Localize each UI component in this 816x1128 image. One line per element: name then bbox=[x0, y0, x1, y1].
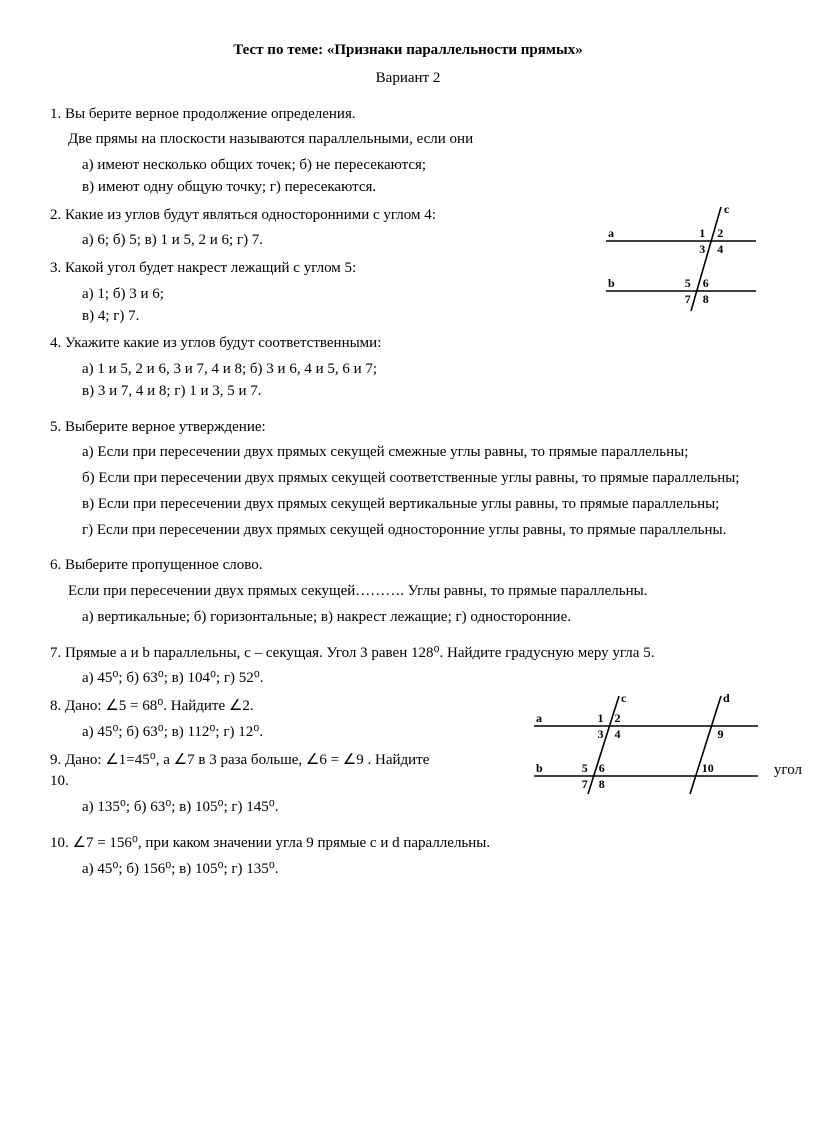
svg-text:4: 4 bbox=[717, 242, 723, 256]
svg-text:9: 9 bbox=[718, 727, 724, 741]
svg-text:3: 3 bbox=[699, 242, 705, 256]
q5: 5. Выберите верное утверждение: bbox=[50, 417, 766, 439]
q7-opts: а) 45⁰; б) 63⁰; в) 104⁰; г) 52⁰. bbox=[82, 668, 766, 690]
svg-text:b: b bbox=[536, 761, 543, 775]
svg-text:6: 6 bbox=[703, 276, 709, 290]
svg-text:7: 7 bbox=[582, 777, 588, 791]
figure-1: a b c 1234 5678 bbox=[596, 199, 766, 319]
q6-intro: Если при пересечении двух прямых секущей… bbox=[68, 581, 766, 603]
variant: Вариант 2 bbox=[50, 68, 766, 90]
svg-text:7: 7 bbox=[685, 292, 691, 306]
svg-text:5: 5 bbox=[685, 276, 691, 290]
q7: 7. Прямые а и b параллельны, с – секущая… bbox=[50, 643, 766, 665]
svg-text:5: 5 bbox=[582, 761, 588, 775]
q5-a: а) Если при пересечении двух прямых секу… bbox=[82, 442, 766, 464]
svg-text:a: a bbox=[536, 711, 542, 725]
svg-text:1: 1 bbox=[598, 711, 604, 725]
q4-l2: в) 3 и 7, 4 и 8; г) 1 и 3, 5 и 7. bbox=[82, 381, 586, 403]
svg-text:a: a bbox=[608, 226, 614, 240]
svg-text:2: 2 bbox=[615, 711, 621, 725]
q5-b: б) Если при пересечении двух прямых секу… bbox=[82, 468, 766, 490]
figure-2: abcd12345678910 угол bbox=[526, 690, 766, 800]
q9: 9. Дано: ∠1=45⁰, а ∠7 в 3 раза больше, ∠… bbox=[50, 750, 516, 772]
q6: 6. Выберите пропущенное слово. bbox=[50, 555, 766, 577]
q2: 2. Какие из углов будут являться односто… bbox=[50, 205, 586, 227]
q1: 1. Вы берите верное продолжение определе… bbox=[50, 104, 766, 126]
q3-l1: а) 1; б) 3 и 6; bbox=[82, 284, 586, 306]
svg-text:3: 3 bbox=[598, 727, 604, 741]
q9-line2: 10. bbox=[50, 771, 516, 793]
q4-l1: а) 1 и 5, 2 и 6, 3 и 7, 4 и 8; б) 3 и 6,… bbox=[82, 359, 586, 381]
q1-opts-a: а) имеют несколько общих точек; б) не пе… bbox=[82, 155, 766, 177]
svg-text:2: 2 bbox=[717, 226, 723, 240]
q8: 8. Дано: ∠5 = 68⁰. Найдите ∠2. bbox=[50, 696, 516, 718]
page-title: Тест по теме: «Признаки параллельности п… bbox=[50, 40, 766, 62]
q5-d: г) Если при пересечении двух прямых секу… bbox=[82, 520, 766, 542]
q9-post: угол bbox=[774, 760, 802, 782]
q10-opts: а) 45⁰; б) 156⁰; в) 105⁰; г) 135⁰. bbox=[82, 859, 766, 881]
q3: 3. Какой угол будет накрест лежащий с уг… bbox=[50, 258, 586, 280]
svg-text:8: 8 bbox=[599, 777, 605, 791]
svg-text:10: 10 bbox=[702, 761, 714, 775]
q2-opts: а) 6; б) 5; в) 1 и 5, 2 и 6; г) 7. bbox=[82, 230, 586, 252]
svg-text:6: 6 bbox=[599, 761, 605, 775]
q9-opts: а) 135⁰; б) 63⁰; в) 105⁰; г) 145⁰. bbox=[82, 797, 516, 819]
svg-text:8: 8 bbox=[703, 292, 709, 306]
q4: 4. Укажите какие из углов будут соответс… bbox=[50, 333, 586, 355]
svg-text:1: 1 bbox=[699, 226, 705, 240]
q6-opts: а) вертикальные; б) горизонтальные; в) н… bbox=[82, 607, 766, 629]
q1-opts-b: в) имеют одну общую точку; г) пересекают… bbox=[82, 177, 766, 199]
q10: 10. ∠7 = 156⁰, при каком значении угла 9… bbox=[50, 833, 766, 855]
q5-c: в) Если при пересечении двух прямых секу… bbox=[82, 494, 766, 516]
svg-text:d: d bbox=[723, 691, 730, 705]
svg-text:c: c bbox=[621, 691, 627, 705]
svg-text:c: c bbox=[724, 202, 730, 216]
q1-intro: Две прямы на плоскости называются паралл… bbox=[68, 129, 766, 151]
svg-text:b: b bbox=[608, 276, 615, 290]
q8-opts: а) 45⁰; б) 63⁰; в) 112⁰; г) 12⁰. bbox=[82, 722, 516, 744]
svg-text:4: 4 bbox=[615, 727, 621, 741]
q3-l2: в) 4; г) 7. bbox=[82, 306, 586, 328]
q9-pre: 9. Дано: ∠1=45⁰, а ∠7 в 3 раза больше, ∠… bbox=[50, 750, 429, 772]
